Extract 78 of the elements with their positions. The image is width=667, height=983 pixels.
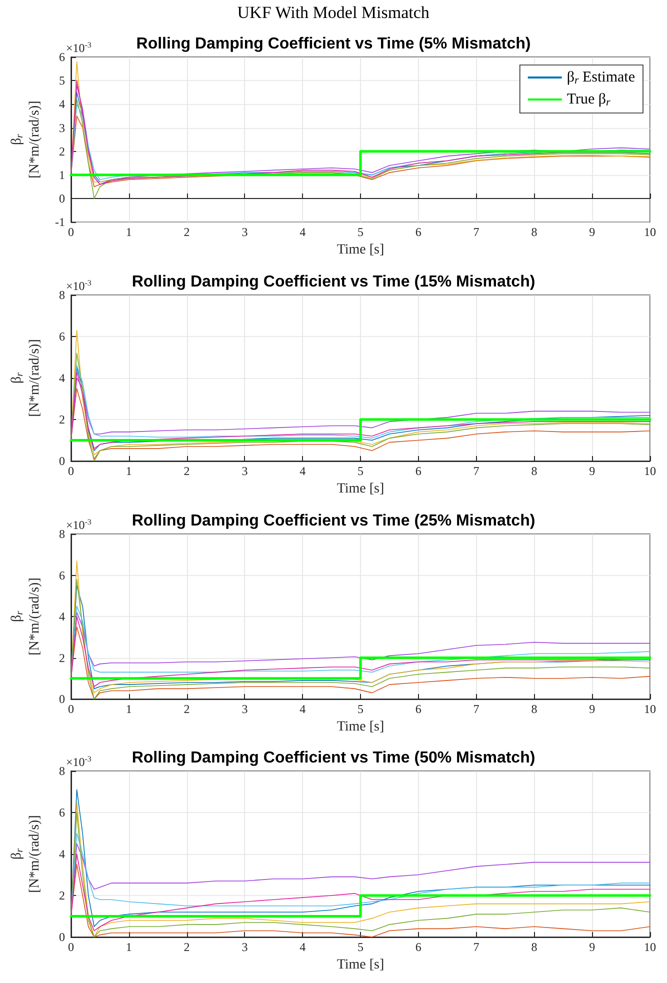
- x-tick-label: 1: [126, 940, 132, 954]
- y-tick-label: 6: [59, 50, 65, 64]
- x-tick-label: 10: [644, 464, 656, 478]
- y-tick-label: 2: [59, 412, 65, 426]
- y-tick-label: 0: [59, 692, 65, 706]
- y-tick-label: 1: [59, 168, 65, 182]
- x-tick-label: 2: [184, 940, 190, 954]
- x-tick-label: 1: [126, 702, 132, 716]
- x-tick-label: 2: [184, 225, 190, 240]
- y-tick-label: 8: [59, 527, 65, 541]
- x-tick-label: 0: [68, 940, 74, 954]
- x-tick-label: 5: [358, 702, 364, 716]
- x-tick-label: 1: [126, 464, 132, 478]
- y-tick-label: 0: [59, 930, 65, 944]
- chart-title: Rolling Damping Coefficient vs Time (25% Mismatch): [132, 512, 536, 530]
- x-tick-label: 0: [68, 225, 74, 240]
- x-tick-label: 9: [589, 702, 596, 716]
- x-tick-label: 5: [358, 464, 364, 478]
- y-tick-label: 5: [59, 74, 65, 88]
- x-tick-label: 8: [531, 702, 538, 716]
- x-tick-label: 3: [242, 464, 248, 478]
- x-tick-label: 6: [415, 940, 422, 954]
- x-tick-label: 0: [68, 464, 74, 478]
- x-tick-label: 1: [126, 225, 132, 240]
- x-tick-label: 9: [589, 940, 596, 954]
- y-tick-label: 0: [59, 192, 65, 206]
- x-tick-label: 8: [531, 940, 538, 954]
- y-tick-label: 6: [59, 330, 65, 344]
- x-tick-label: 10: [644, 940, 656, 954]
- chart-title: Rolling Damping Coefficient vs Time (5% Mismatch): [136, 36, 531, 52]
- x-axis-title: Time [s]: [336, 719, 384, 734]
- y-tick-label: 0: [59, 454, 65, 468]
- x-tick-label: 0: [68, 702, 74, 716]
- line-series: [70, 388, 650, 460]
- y-tick-label: 2: [59, 888, 65, 902]
- x-tick-label: 9: [589, 225, 596, 240]
- x-axis-title: Time [s]: [336, 957, 384, 972]
- x-tick-label: 5: [358, 940, 364, 954]
- x-tick-label: 4: [300, 464, 306, 478]
- x-axis-title: Time [s]: [336, 242, 384, 258]
- x-tick-label: 8: [531, 464, 538, 478]
- x-tick-label: 3: [242, 702, 248, 716]
- chart-title: Rolling Damping Coefficient vs Time (15% Mismatch): [132, 274, 536, 290]
- y-tick-label: 4: [59, 371, 65, 385]
- x-axis-title: Time [s]: [336, 481, 384, 496]
- x-tick-label: 6: [415, 464, 422, 478]
- x-tick-label: 4: [300, 940, 306, 954]
- chart-title: Rolling Damping Coefficient vs Time (50% Mismatch): [132, 750, 536, 766]
- x-tick-label: 3: [242, 940, 248, 954]
- x-tick-label: 7: [473, 225, 480, 240]
- x-tick-label: 10: [644, 702, 656, 716]
- x-tick-label: 7: [473, 464, 480, 478]
- y-tick-label: 3: [59, 120, 65, 135]
- x-tick-label: 2: [184, 464, 190, 478]
- x-tick-label: 8: [531, 225, 538, 240]
- y-tick-label: 4: [59, 610, 65, 624]
- x-tick-label: 4: [300, 225, 306, 240]
- y-tick-label: 4: [59, 97, 65, 112]
- y-tick-label: 8: [59, 288, 65, 302]
- x-tick-label: 7: [473, 940, 480, 954]
- x-tick-label: 5: [358, 225, 364, 240]
- y-tick-label: -1: [55, 215, 65, 230]
- y-tick-label: 4: [59, 847, 65, 861]
- x-tick-label: 9: [589, 464, 596, 478]
- y-tick-label: 2: [59, 144, 65, 158]
- text: UKF With Model Mismatch: [237, 3, 430, 22]
- y-tick-label: 6: [59, 806, 65, 820]
- line-series: [70, 854, 650, 932]
- x-tick-label: 6: [415, 702, 422, 716]
- y-tick-label: 8: [59, 764, 65, 778]
- x-tick-label: 7: [473, 702, 480, 716]
- x-tick-label: 4: [300, 702, 306, 716]
- y-tick-label: 2: [59, 650, 65, 665]
- x-tick-label: 3: [242, 225, 248, 240]
- x-tick-label: 10: [644, 225, 656, 240]
- x-tick-label: 2: [184, 702, 190, 716]
- x-tick-label: 6: [415, 225, 422, 240]
- y-tick-label: 6: [59, 568, 65, 582]
